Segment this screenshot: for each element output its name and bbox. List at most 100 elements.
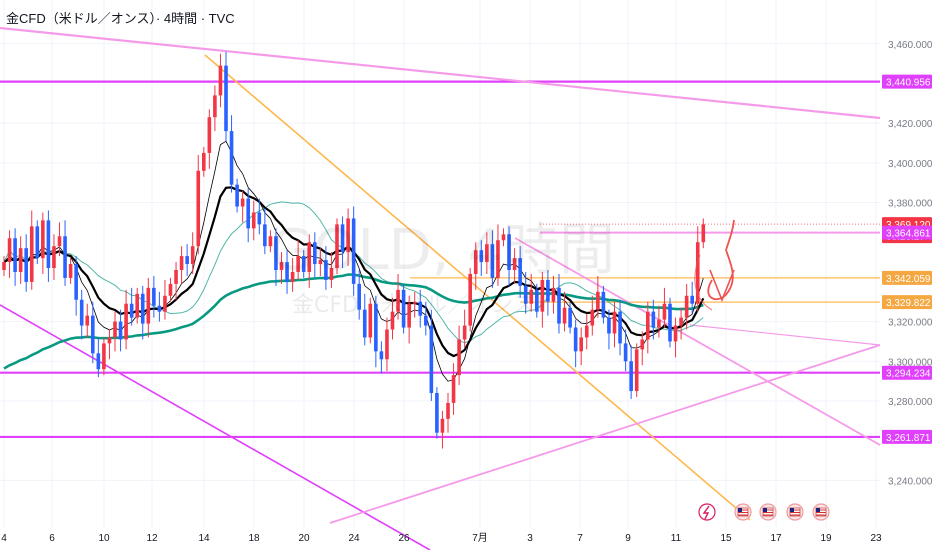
time-tick-label: 9 <box>625 533 631 544</box>
trend-line[interactable] <box>0 304 431 551</box>
drawing-lines[interactable] <box>0 26 881 551</box>
price-axis[interactable]: 3,460.000 3,420.000 3,400.000 3,380.000 3,32… <box>882 40 932 488</box>
candle-body <box>695 242 700 304</box>
candle-body <box>202 152 206 171</box>
price-label-badge[interactable] <box>882 225 932 240</box>
candle-body <box>440 418 445 433</box>
candle-body <box>91 315 95 354</box>
candle-body <box>601 291 606 318</box>
candle-body <box>451 375 456 403</box>
time-tick-label: 24 <box>348 533 360 544</box>
candle-body <box>490 244 495 278</box>
candle-body <box>596 291 600 310</box>
event-icons[interactable] <box>698 503 830 521</box>
candle-body <box>412 301 417 304</box>
price-label-badge[interactable] <box>882 270 932 285</box>
price-label-badge[interactable] <box>882 74 932 89</box>
price-tick-label: 3,300.000 <box>888 357 932 368</box>
candle-body <box>46 220 51 269</box>
economic-event-icon[interactable] <box>812 503 830 521</box>
time-tick-label: 23 <box>870 533 882 544</box>
candle-body <box>290 271 295 282</box>
candles <box>2 51 706 449</box>
time-tick-label: 15 <box>720 533 732 544</box>
candle-body <box>118 321 123 340</box>
candle-body <box>407 303 411 328</box>
lightning-icon <box>702 505 710 520</box>
price-label-text: 3,440.956 <box>886 78 931 89</box>
candle-body <box>646 311 650 340</box>
candle-body <box>507 234 511 270</box>
candle-body <box>18 248 23 272</box>
flag-canton <box>790 508 794 512</box>
candle-body <box>629 361 633 392</box>
drawn-v-mark[interactable] <box>709 269 735 303</box>
time-tick-label: 3 <box>527 533 533 544</box>
price-label-badge[interactable] <box>882 365 932 380</box>
time-tick-label: 26 <box>398 533 410 544</box>
candle-body <box>540 279 545 312</box>
price-label-text: 3,342.059 <box>886 274 931 285</box>
economic-event-icon[interactable] <box>734 503 752 521</box>
candle-body <box>157 305 162 312</box>
time-axis[interactable]: 4 6 10 12 14 18 20 24 26 7月 3 7 9 11 15 17 19 23 <box>1 532 882 544</box>
price-tick-label: 3,320.000 <box>888 318 932 329</box>
candle-body <box>196 170 201 247</box>
candle-body <box>102 343 106 370</box>
candle-body <box>29 226 34 282</box>
symbol-watermark: GOLD, 4時間 <box>270 218 616 283</box>
candle-body <box>74 264 78 300</box>
candle-body <box>401 289 406 328</box>
candle-body <box>140 293 145 324</box>
economic-event-icon[interactable] <box>786 503 804 521</box>
price-label-badge[interactable] <box>882 429 932 444</box>
candle-body <box>146 287 151 324</box>
candle-body <box>24 248 28 282</box>
trend-line[interactable] <box>204 54 751 521</box>
candle-body <box>52 246 56 269</box>
economic-event-icon[interactable] <box>759 503 777 521</box>
candle-body <box>124 303 128 340</box>
candle-body <box>657 319 661 328</box>
candle-body <box>285 262 289 282</box>
time-tick-label: 7月 <box>472 532 488 544</box>
price-tick-label: 3,400.000 <box>888 159 932 170</box>
time-tick-label: 6 <box>49 533 55 544</box>
drawn-arrow-curve[interactable] <box>707 219 735 301</box>
time-tick-label: 12 <box>146 533 158 544</box>
time-tick-label: 14 <box>198 533 210 544</box>
candle-body <box>385 329 389 360</box>
flag-canton <box>816 508 820 512</box>
trend-line[interactable] <box>0 26 881 120</box>
candle-body <box>518 258 522 286</box>
candle-body <box>163 295 167 312</box>
chart-title: 金CFD（米ドル／オンス）· 4時間 · TVC <box>6 11 235 26</box>
price-tick-label: 3,420.000 <box>888 119 932 130</box>
price-tick-label: 3,280.000 <box>888 397 932 408</box>
candle-body <box>79 299 84 326</box>
candle-body <box>346 218 350 253</box>
candle-body <box>607 317 611 334</box>
candle-body <box>662 303 667 320</box>
candle-body <box>107 337 112 344</box>
candle-body <box>41 220 45 259</box>
dividend-event-icon[interactable] <box>698 503 716 521</box>
candle-body <box>251 212 256 229</box>
trend-line[interactable] <box>689 324 881 346</box>
candle-body <box>113 321 117 338</box>
annotation-drawings[interactable] <box>694 219 735 311</box>
price-label-badge[interactable] <box>882 295 932 310</box>
candle-body <box>2 262 6 270</box>
candle-body <box>213 95 217 118</box>
candle-body <box>485 244 489 263</box>
candle-body <box>612 311 617 334</box>
trend-line[interactable] <box>514 237 881 446</box>
drawn-curve[interactable] <box>694 254 713 311</box>
candle-body <box>551 287 556 302</box>
candle-body <box>673 325 678 342</box>
trend-line[interactable] <box>329 344 881 524</box>
candle-body <box>496 240 500 278</box>
candle-body <box>651 311 656 328</box>
